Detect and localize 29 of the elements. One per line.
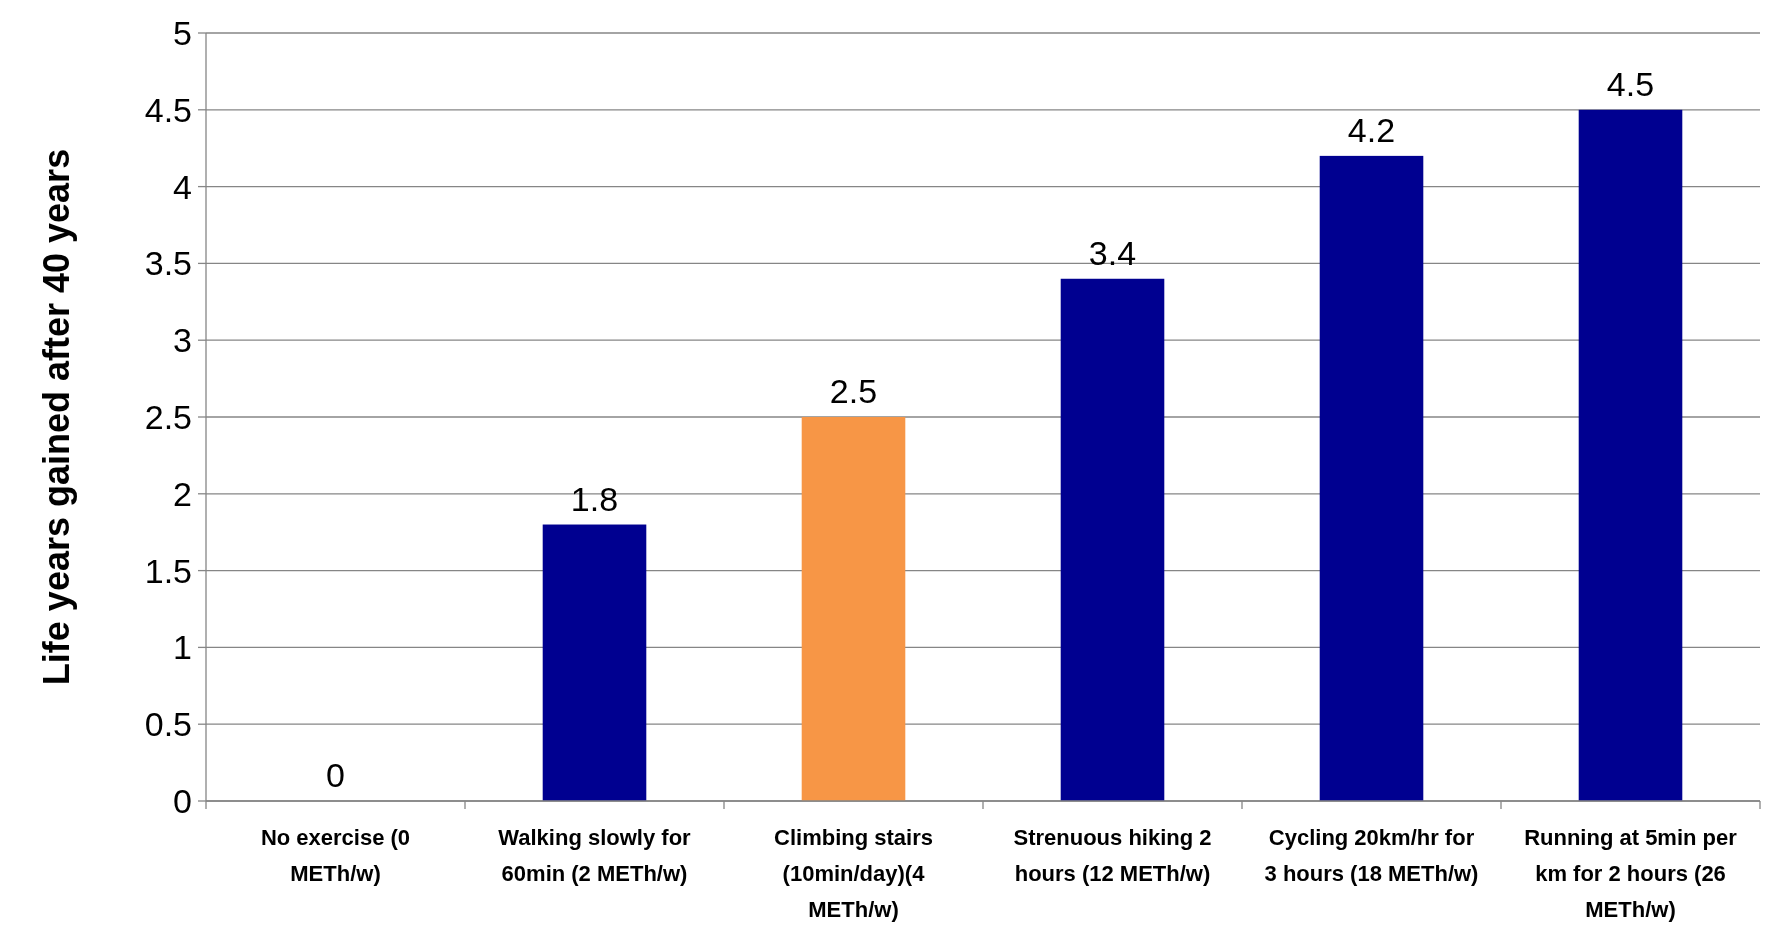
- x-tick-label: Climbing stairs (10min/day)(4 METh/w): [774, 825, 933, 922]
- y-tick-label: 0.5: [144, 705, 192, 744]
- bar: [1578, 109, 1683, 801]
- y-tick-label: 5: [173, 13, 192, 52]
- data-label: 1.8: [570, 479, 619, 518]
- y-tick-label: 2.5: [144, 397, 192, 436]
- data-label: 0: [326, 756, 345, 794]
- bar: [1060, 278, 1165, 801]
- y-tick-label: 2: [173, 474, 192, 513]
- x-tick-label: No exercise (0 METh/w): [260, 825, 411, 886]
- y-tick-label: 0: [173, 781, 192, 820]
- y-tick-label: 1.5: [144, 551, 192, 590]
- x-tick-label: Cycling 20km/hr for 3 hours (18 METh/w): [1264, 825, 1479, 886]
- y-tick-label: 4: [173, 167, 192, 206]
- bar: [542, 524, 647, 801]
- y-tick-label: 3.5: [144, 244, 192, 283]
- y-tick-label: 3: [173, 321, 192, 360]
- data-label: 2.5: [829, 372, 878, 410]
- y-tick-label: 1: [173, 628, 192, 667]
- x-tick-label: Walking slowly for 60min (2 METh/w): [498, 825, 692, 886]
- data-label: 3.4: [1088, 233, 1137, 272]
- data-label: 4.2: [1347, 110, 1396, 149]
- y-axis-title: Life years gained after 40 years: [35, 148, 77, 686]
- x-tick-label: Strenuous hiking 2 hours (12 METh/w): [1013, 825, 1212, 886]
- y-tick-label: 4.5: [144, 90, 192, 129]
- bar: [801, 417, 906, 801]
- x-tick-label: Running at 5min per km for 2 hours (26 METh/w): [1524, 825, 1738, 922]
- data-label: 4.5: [1606, 64, 1655, 103]
- bar: [1319, 155, 1424, 801]
